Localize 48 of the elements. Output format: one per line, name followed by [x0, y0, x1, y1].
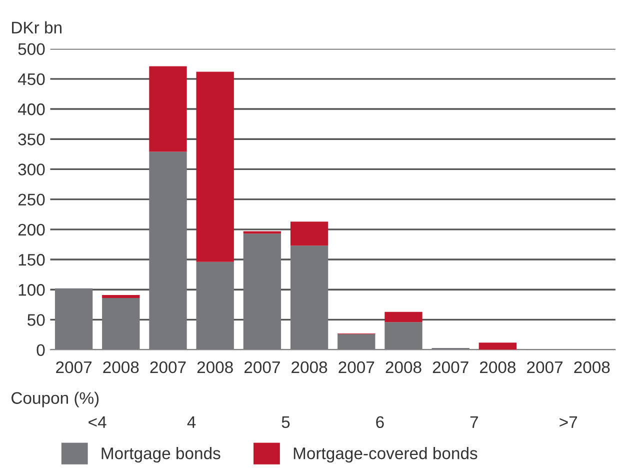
x-tick-label: 2008 — [292, 361, 328, 374]
bar — [338, 334, 376, 350]
x-tick-label: 2008 — [480, 361, 516, 374]
text: 7 — [470, 416, 478, 428]
y-tick-label: 200 — [18, 224, 45, 236]
x-tick-label: 2007 — [432, 361, 468, 374]
bar — [196, 262, 234, 350]
y-tick-label: 300 — [18, 164, 45, 176]
bar — [102, 295, 140, 298]
bar — [478, 342, 517, 350]
y-tick-label: 100 — [18, 284, 45, 296]
x-tick-label: 2008 — [574, 361, 610, 374]
y-tick-label: 450 — [18, 73, 45, 86]
y-tick-label: 150 — [18, 254, 45, 266]
y-tick-label: 50 — [28, 314, 45, 326]
x-tick-label: 2007 — [244, 361, 280, 374]
y-tick-label: 250 — [18, 194, 45, 206]
y-tick-label: 400 — [18, 103, 45, 116]
bar — [384, 312, 422, 322]
x-axis-title: Coupon (%) — [12, 392, 99, 408]
bar — [290, 246, 328, 350]
bar — [102, 298, 140, 350]
x-tick-label: 2008 — [103, 361, 139, 374]
y-tick-label: 500 — [18, 43, 45, 56]
bar — [290, 222, 328, 246]
bar — [149, 66, 187, 152]
legend-label: Mortgage bonds — [102, 446, 220, 463]
bar — [243, 231, 282, 234]
y-axis-title: DKr bn — [12, 21, 62, 34]
bar — [196, 72, 234, 262]
text: >7 — [560, 416, 578, 428]
x-tick-label: 2008 — [197, 361, 233, 374]
bar — [149, 152, 187, 350]
y-tick-label: 0 — [36, 344, 45, 356]
text: 6 — [376, 416, 384, 428]
bar — [54, 288, 93, 350]
x-tick-label: 2008 — [386, 361, 422, 374]
x-tick-label: 2007 — [338, 361, 374, 374]
text: <4 — [88, 416, 106, 428]
x-tick-label: 2007 — [56, 361, 92, 374]
bar — [243, 234, 282, 350]
text: 4 — [187, 416, 196, 428]
bar — [384, 322, 422, 350]
text: 5 — [282, 416, 290, 428]
legend-label: Mortgage-covered bonds — [294, 446, 478, 463]
x-tick-label: 2007 — [527, 361, 562, 374]
x-tick-label: 2007 — [150, 361, 186, 374]
y-tick-label: 350 — [18, 134, 45, 146]
